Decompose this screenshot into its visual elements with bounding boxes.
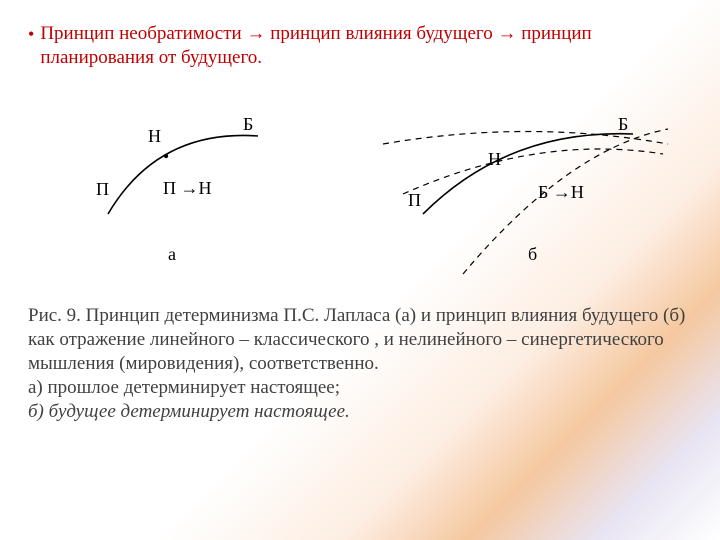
slide: • Принцип необратимости → принцип влияни…: [0, 0, 720, 540]
bullet-text: Принцип необратимости → принцип влияния …: [40, 22, 692, 70]
bullet-row: • Принцип необратимости → принцип влияни…: [28, 22, 692, 70]
left-dot-icon: [164, 154, 168, 158]
label-left-B: Б: [243, 114, 253, 135]
caption-main: Рис. 9. Принцип детерминизма П.С. Лаплас…: [28, 304, 692, 376]
diagram-svg: [28, 94, 688, 294]
label-right-B: Б: [618, 114, 628, 135]
right-dashed-3: [403, 149, 663, 194]
label-left-P: П: [96, 179, 109, 200]
label-left-arrow: П →Н: [163, 178, 212, 199]
label-right-sub: б: [528, 244, 537, 265]
left-curve: [108, 135, 258, 214]
label-right-N: Н: [488, 149, 501, 170]
label-left-sub: а: [168, 244, 176, 265]
caption-line-a: а) прошлое детерминирует настоящее;: [28, 376, 692, 400]
label-right-arrow: Б →Н: [538, 182, 584, 203]
caption-line-b: б) будущее детерминирует настоящее.: [28, 400, 692, 424]
label-right-P: П: [408, 190, 421, 211]
diagram-area: П Н Б П →Н а П Н Б Б →Н б: [28, 94, 688, 294]
bullet-dot-icon: •: [28, 23, 34, 45]
label-left-N: Н: [148, 126, 161, 147]
